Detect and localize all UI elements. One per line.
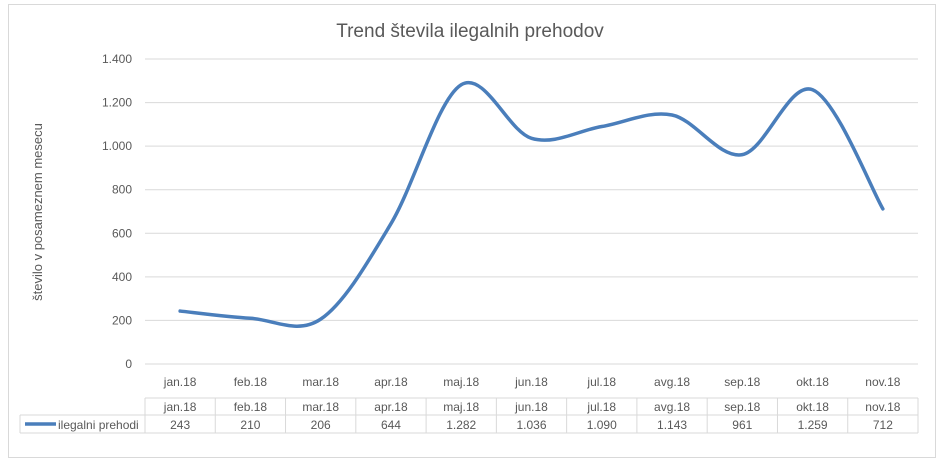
x-tick-label: jul.18 xyxy=(586,375,616,389)
y-tick-label: 1.400 xyxy=(102,52,132,66)
table-header-cell: okt.18 xyxy=(796,400,829,414)
table-value-cell: 210 xyxy=(240,418,260,432)
chart-title: Trend števila ilegalnih prehodov xyxy=(336,21,604,42)
table-header-cell: jul.18 xyxy=(586,400,616,414)
table-value-cell: 644 xyxy=(381,418,401,432)
x-tick-label: okt.18 xyxy=(796,375,829,389)
table-header-cell: feb.18 xyxy=(234,400,268,414)
table-value-cell: 206 xyxy=(311,418,331,432)
x-tick-label: mar.18 xyxy=(302,375,339,389)
x-tick-label: nov.18 xyxy=(865,375,900,389)
series-line-ilegalni-prehodi xyxy=(178,80,885,328)
y-tick-label: 200 xyxy=(112,313,132,327)
x-tick-label: jun.18 xyxy=(514,375,548,389)
table-value-cell: 1.143 xyxy=(657,418,687,432)
y-tick-label: 1.200 xyxy=(102,96,132,110)
table-value-cell: 1.282 xyxy=(446,418,476,432)
table-value-cell: 1.090 xyxy=(587,418,617,432)
table-value-cell: 961 xyxy=(732,418,752,432)
y-tick-label: 1.000 xyxy=(102,139,132,153)
table-header-cell: nov.18 xyxy=(865,400,900,414)
y-tick-label: 400 xyxy=(112,270,132,284)
table-header-cell: maj.18 xyxy=(443,400,479,414)
table-header-cell: sep.18 xyxy=(724,400,760,414)
chart-frame xyxy=(8,4,936,458)
table-header-cell: jun.18 xyxy=(514,400,548,414)
y-tick-label: 0 xyxy=(125,357,132,371)
x-tick-label: apr.18 xyxy=(374,375,408,389)
y-axis-label: število v posameznem mesecu xyxy=(30,123,45,301)
x-tick-label: jan.18 xyxy=(163,375,197,389)
y-tick-label: 800 xyxy=(112,183,132,197)
x-tick-label: feb.18 xyxy=(234,375,268,389)
table-header-cell: apr.18 xyxy=(374,400,408,414)
y-tick-label: 600 xyxy=(112,226,132,240)
legend-label: ilegalni prehodi xyxy=(58,418,139,432)
x-tick-label: maj.18 xyxy=(443,375,479,389)
table-value-cell: 243 xyxy=(170,418,190,432)
x-tick-label: sep.18 xyxy=(724,375,760,389)
table-header-cell: jan.18 xyxy=(163,400,197,414)
table-value-cell: 1.259 xyxy=(798,418,828,432)
table-value-cell: 712 xyxy=(873,418,893,432)
table-header-cell: avg.18 xyxy=(654,400,690,414)
x-tick-label: avg.18 xyxy=(654,375,690,389)
table-header-cell: mar.18 xyxy=(302,400,339,414)
table-value-cell: 1.036 xyxy=(516,418,546,432)
